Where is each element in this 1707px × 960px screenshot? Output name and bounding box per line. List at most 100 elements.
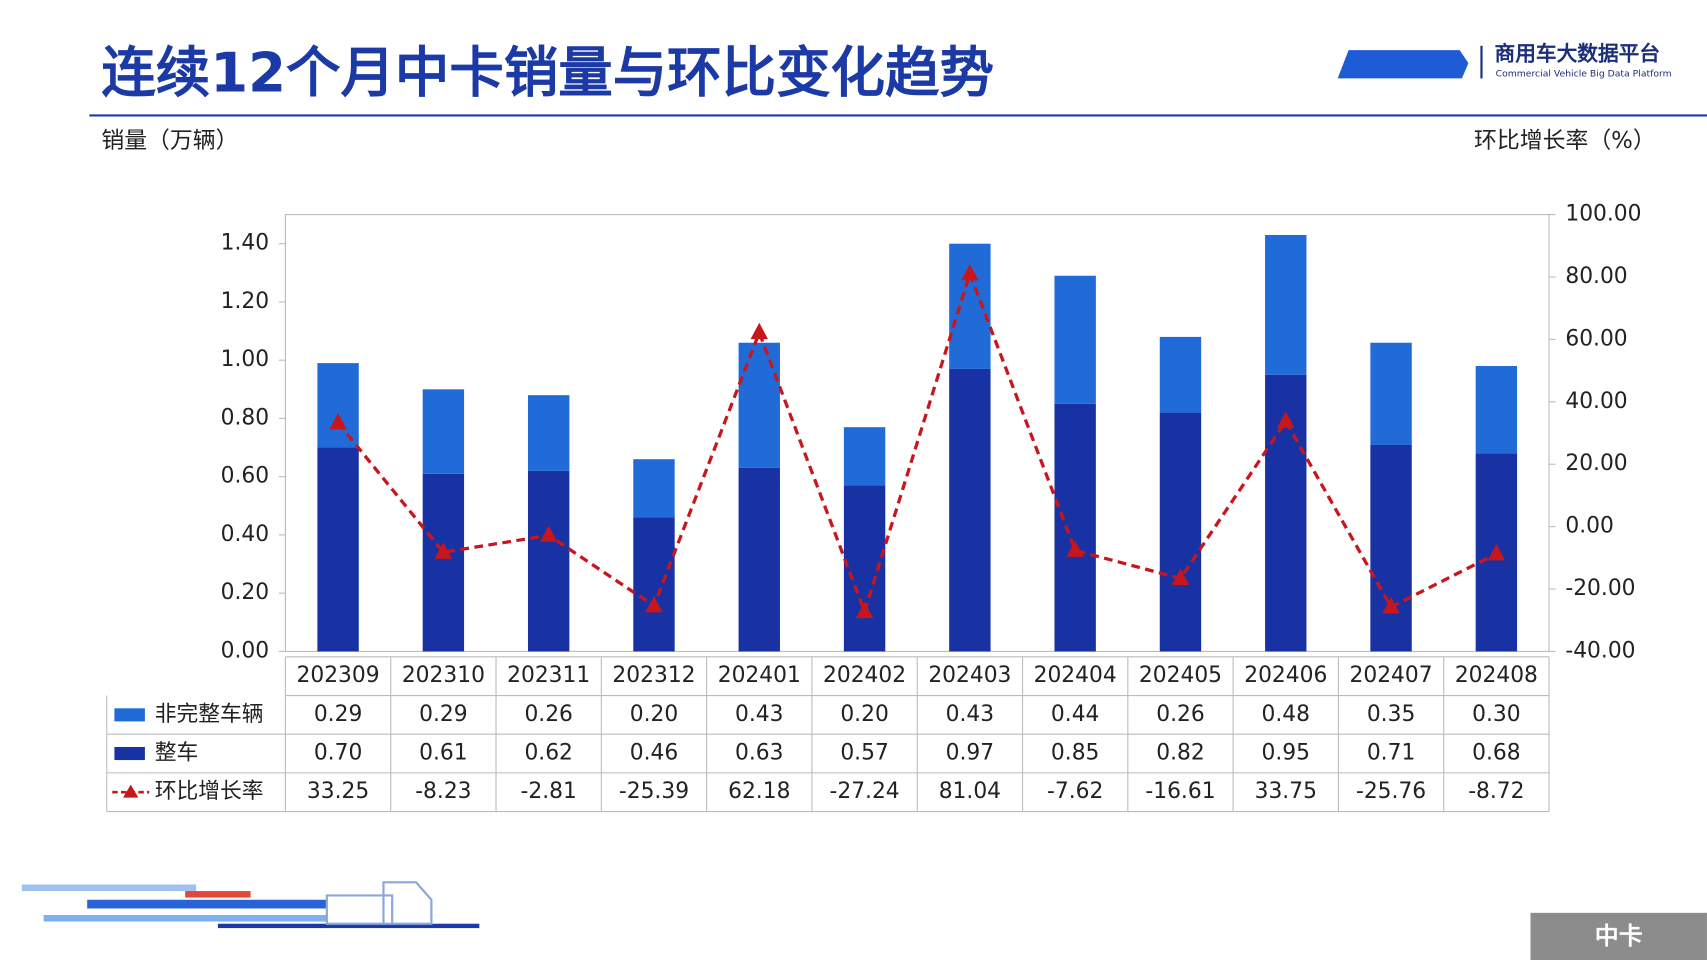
y-tick-label: 0.60 <box>221 464 269 489</box>
bar-segment <box>422 473 465 652</box>
table-cell: 0.97 <box>946 741 994 766</box>
x-tick-label: 202407 <box>1350 663 1433 688</box>
bar-segment <box>422 389 465 474</box>
bar-segment <box>527 470 570 652</box>
bar-segment <box>738 467 780 652</box>
table-cell: 0.61 <box>419 741 467 766</box>
bar-segment <box>527 395 570 471</box>
table-cell: 0.44 <box>1051 702 1099 727</box>
table-cell: -8.23 <box>415 779 471 804</box>
stripe <box>87 899 327 909</box>
table-cell: 0.35 <box>1367 702 1415 727</box>
line-marker <box>434 542 453 559</box>
table-cell: -7.62 <box>1047 779 1103 804</box>
stripe <box>217 923 480 929</box>
table-cell: 0.29 <box>419 702 467 727</box>
table-cell: 33.25 <box>307 779 369 804</box>
table-cell: 0.85 <box>1051 741 1099 766</box>
x-tick-label: 202401 <box>718 663 801 688</box>
table-cell: -16.61 <box>1145 779 1215 804</box>
x-tick-label: 202404 <box>1034 663 1117 688</box>
bar-segment <box>1265 234 1307 375</box>
table-cell: 0.43 <box>946 702 994 727</box>
table-cell: 0.26 <box>1156 702 1204 727</box>
line-marker <box>1487 544 1506 561</box>
table-cell: 0.63 <box>735 741 783 766</box>
decoration <box>21 881 480 929</box>
x-tick-label: 202405 <box>1139 663 1222 688</box>
bar-segment <box>633 517 675 652</box>
bar-segment <box>1054 275 1096 404</box>
line-marker <box>1277 411 1295 428</box>
y2-tick-label: 100.00 <box>1565 202 1641 227</box>
line-series <box>336 268 1498 617</box>
line-marker <box>539 525 558 542</box>
bar-segment <box>843 427 886 486</box>
bar-segment <box>1370 342 1412 445</box>
y-tick-label: 1.00 <box>221 347 269 372</box>
table-cell: 0.82 <box>1156 741 1204 766</box>
y2-tick-label: 0.00 <box>1565 514 1613 539</box>
table-cell: 0.62 <box>524 741 572 766</box>
table-cell: 0.20 <box>840 702 888 727</box>
y2-tick-label: 80.00 <box>1565 264 1627 289</box>
x-tick-label: 202408 <box>1455 663 1538 688</box>
y-axis-title: 销量（万辆） <box>101 128 238 154</box>
table-cell: 0.71 <box>1367 741 1415 766</box>
table-cell: 0.26 <box>524 702 572 727</box>
table-cell: 0.57 <box>840 741 888 766</box>
table-cell: 81.04 <box>939 779 1001 804</box>
bar-segment <box>1159 412 1202 652</box>
stripe <box>43 915 327 922</box>
table-cell: 0.43 <box>735 702 783 727</box>
badge-text: 中卡 <box>1595 922 1643 950</box>
table-cell: 0.68 <box>1472 741 1520 766</box>
table-cell: -27.24 <box>829 779 899 804</box>
table-cell: -25.39 <box>619 779 689 804</box>
truck-outline <box>325 881 433 925</box>
x-tick-label: 202402 <box>823 663 906 688</box>
table-cell: 0.95 <box>1262 741 1310 766</box>
y-tick-label: 1.40 <box>221 231 269 256</box>
table-cell: 0.46 <box>630 741 678 766</box>
legend-swatch <box>114 746 145 761</box>
y2-tick-label: -40.00 <box>1565 638 1635 663</box>
y-tick-label: 1.20 <box>221 289 269 314</box>
logo-mark <box>1337 50 1469 79</box>
legend-label: 非完整车辆 <box>155 702 264 727</box>
table-cell: 0.29 <box>314 702 362 727</box>
bar-segment <box>738 342 780 468</box>
line-marker <box>750 322 768 340</box>
x-tick-label: 202310 <box>402 663 485 688</box>
x-tick-label: 202311 <box>507 663 590 688</box>
stripe <box>185 891 251 898</box>
logo-subtitle: Commercial Vehicle Big Data Platform <box>1496 69 1672 80</box>
table-cell: -8.72 <box>1468 779 1524 804</box>
x-tick-label: 202312 <box>612 663 695 688</box>
y2-tick-label: 20.00 <box>1565 451 1627 476</box>
badge-box <box>1530 912 1707 960</box>
y-tick-label: 0.80 <box>221 405 269 430</box>
bar-segment <box>949 243 991 369</box>
table-cell: 0.30 <box>1472 702 1520 727</box>
y2-tick-label: 40.00 <box>1565 389 1627 414</box>
y2-axis-title: 环比增长率（%） <box>1474 128 1656 154</box>
legend-label: 环比增长率 <box>155 779 264 804</box>
bar-segment <box>1370 444 1412 652</box>
bar-segment <box>1054 403 1096 652</box>
y-tick-label: 0.40 <box>221 522 269 547</box>
logo: 商用车大数据平台 Commercial Vehicle Big Data Pla… <box>1337 41 1672 80</box>
y2-tick-label: 60.00 <box>1565 326 1627 351</box>
table-cell: 0.48 <box>1262 702 1310 727</box>
legend-swatch <box>114 708 145 722</box>
table-cell: 33.75 <box>1255 779 1317 804</box>
logo-name: 商用车大数据平台 <box>1495 41 1661 65</box>
bar-segment <box>317 447 359 652</box>
stripe <box>21 884 197 892</box>
y-tick-label: 0.00 <box>221 638 269 663</box>
line-marker <box>855 601 874 619</box>
line-marker <box>1171 568 1190 585</box>
bar-segment <box>317 363 359 448</box>
